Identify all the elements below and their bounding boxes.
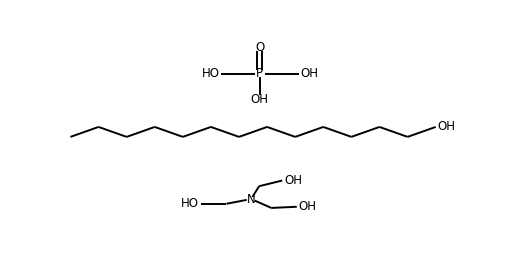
Text: OH: OH <box>251 93 269 106</box>
Text: N: N <box>247 193 256 206</box>
Text: OH: OH <box>300 67 318 80</box>
Text: P: P <box>257 67 263 80</box>
Text: OH: OH <box>284 174 302 187</box>
Text: OH: OH <box>299 200 317 213</box>
Text: OH: OH <box>438 121 456 133</box>
Text: HO: HO <box>202 67 220 80</box>
Text: HO: HO <box>181 197 199 210</box>
Text: O: O <box>255 41 265 54</box>
